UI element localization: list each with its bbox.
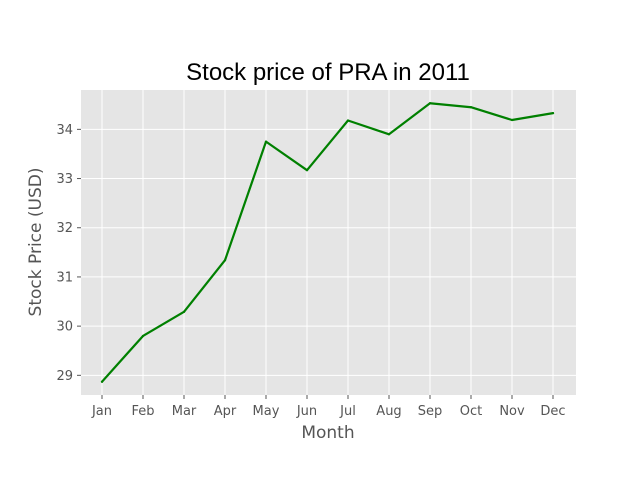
data-point-jan xyxy=(100,380,104,383)
data-point-jul xyxy=(346,119,350,122)
x-tick-label-may: May xyxy=(253,404,280,419)
x-tick-label-dec: Dec xyxy=(540,404,565,419)
y-axis-ticks: 29 30 31 32 33 34 xyxy=(56,123,81,384)
y-tick-label-30: 30 xyxy=(56,320,73,335)
x-tick-label-sep: Sep xyxy=(418,404,443,419)
chart-title: Stock price of PRA in 2011 xyxy=(186,59,470,86)
x-tick-label-jun: Jun xyxy=(296,404,317,419)
y-axis-label: Stock Price (USD) xyxy=(26,168,46,317)
data-point-sep xyxy=(428,102,432,105)
x-tick-label-feb: Feb xyxy=(131,404,154,419)
data-point-dec xyxy=(551,112,555,115)
y-tick-label-29: 29 xyxy=(56,369,73,384)
data-point-nov xyxy=(510,118,514,122)
series-layer xyxy=(100,102,555,383)
x-tick-label-oct: Oct xyxy=(460,404,482,419)
x-axis-ticks: Jan Feb Mar Apr May Jun Jul Aug Sep Oct Nov Dec xyxy=(91,395,566,419)
x-tick-label-nov: Nov xyxy=(499,404,525,419)
data-point-apr xyxy=(223,259,227,262)
data-point-aug xyxy=(387,133,391,136)
data-point-feb xyxy=(141,334,145,338)
plot-area xyxy=(81,90,576,395)
horizontal-gridlines xyxy=(81,128,576,376)
vertical-gridlines xyxy=(101,90,554,395)
x-tick-label-jul: Jul xyxy=(339,404,356,419)
y-tick-label-33: 33 xyxy=(56,172,73,187)
x-axis-label: Month xyxy=(301,423,354,443)
data-point-jun xyxy=(305,169,309,172)
data-point-mar xyxy=(182,310,186,313)
y-tick-label-31: 31 xyxy=(56,270,73,285)
x-tick-label-mar: Mar xyxy=(172,404,197,419)
x-tick-label-aug: Aug xyxy=(376,404,401,419)
data-point-may xyxy=(264,140,268,143)
series-line-0 xyxy=(100,102,555,383)
x-tick-label-apr: Apr xyxy=(214,404,237,419)
data-point-oct xyxy=(469,106,473,109)
x-tick-label-jan: Jan xyxy=(91,404,112,419)
y-tick-label-34: 34 xyxy=(56,123,73,138)
y-tick-label-32: 32 xyxy=(56,221,73,236)
